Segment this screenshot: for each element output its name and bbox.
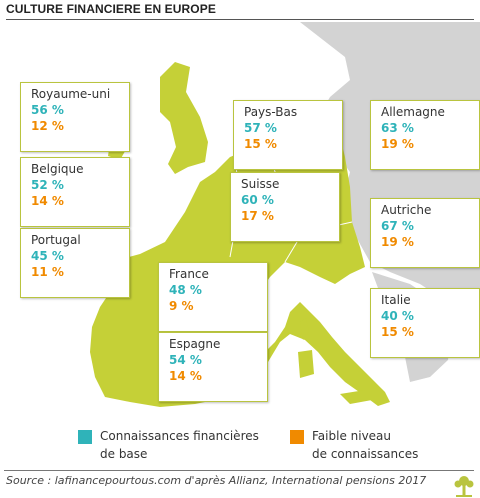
country-name: Autriche xyxy=(381,203,432,217)
basic-knowledge-value: 52 % xyxy=(31,178,64,192)
basic-knowledge-value: 56 % xyxy=(31,103,64,117)
legend-basic-label-line2: de base xyxy=(100,447,148,461)
basic-knowledge-value: 63 % xyxy=(381,121,414,135)
basic-knowledge-value: 57 % xyxy=(244,121,277,135)
title-divider xyxy=(6,19,474,20)
map-title: CULTURE FINANCIERE EN EUROPE xyxy=(6,2,216,16)
low-knowledge-value: 15 % xyxy=(244,137,277,151)
country-name: France xyxy=(169,267,209,281)
country-card-suisse: Suisse 60 % 17 % xyxy=(230,172,340,242)
legend-low-label-line1: Faible niveau xyxy=(312,429,392,443)
low-knowledge-value: 14 % xyxy=(169,369,202,383)
sicily-land xyxy=(340,390,372,404)
legend: Connaissances financières de base Faible… xyxy=(78,427,478,467)
low-knowledge-value: 15 % xyxy=(381,325,414,339)
uk-land xyxy=(160,62,208,174)
legend-low-label-line2: de connaissances xyxy=(312,447,419,461)
basic-knowledge-value: 40 % xyxy=(381,309,414,323)
country-name: Suisse xyxy=(241,177,280,191)
source-note: Source : lafinancepourtous.com d'après A… xyxy=(6,474,427,487)
country-card-autriche: Autriche 67 % 19 % xyxy=(370,198,480,268)
low-knowledge-value: 11 % xyxy=(31,265,64,279)
country-card-allemagne: Allemagne 63 % 19 % xyxy=(370,100,480,170)
country-card-royaume-uni: Royaume-uni 56 % 12 % xyxy=(20,82,130,152)
basic-knowledge-value: 48 % xyxy=(169,283,202,297)
tree-logo-icon xyxy=(454,476,474,497)
basic-knowledge-value: 45 % xyxy=(31,249,64,263)
country-card-espagne: Espagne 54 % 14 % xyxy=(158,332,268,402)
country-card-italie: Italie 40 % 15 % xyxy=(370,288,480,358)
basic-knowledge-value: 54 % xyxy=(169,353,202,367)
country-name: Portugal xyxy=(31,233,81,247)
country-name: Belgique xyxy=(31,162,84,176)
low-knowledge-value: 9 % xyxy=(169,299,194,313)
low-knowledge-value: 14 % xyxy=(31,194,64,208)
basic-knowledge-value: 60 % xyxy=(241,193,274,207)
legend-basic-label-line1: Connaissances financières xyxy=(100,429,259,443)
footer-divider xyxy=(4,470,474,471)
low-knowledge-value: 19 % xyxy=(381,235,414,249)
country-card-france: France 48 % 9 % xyxy=(158,262,268,332)
corsica-land xyxy=(300,318,309,340)
country-name: Allemagne xyxy=(381,105,445,119)
country-card-pays-bas: Pays-Bas 57 % 15 % xyxy=(233,100,343,170)
country-name: Royaume-uni xyxy=(31,87,111,101)
sardinia-land xyxy=(298,350,314,378)
basic-knowledge-value: 67 % xyxy=(381,219,414,233)
low-knowledge-value: 17 % xyxy=(241,209,274,223)
country-card-portugal: Portugal 45 % 11 % xyxy=(20,228,130,298)
country-name: Pays-Bas xyxy=(244,105,298,119)
low-knowledge-value: 19 % xyxy=(381,137,414,151)
scandinavia-land xyxy=(356,22,415,58)
legend-low-swatch xyxy=(290,430,304,444)
country-card-belgique: Belgique 52 % 14 % xyxy=(20,157,130,227)
legend-basic-swatch xyxy=(78,430,92,444)
low-knowledge-value: 12 % xyxy=(31,119,64,133)
country-name: Espagne xyxy=(169,337,221,351)
country-name: Italie xyxy=(381,293,411,307)
